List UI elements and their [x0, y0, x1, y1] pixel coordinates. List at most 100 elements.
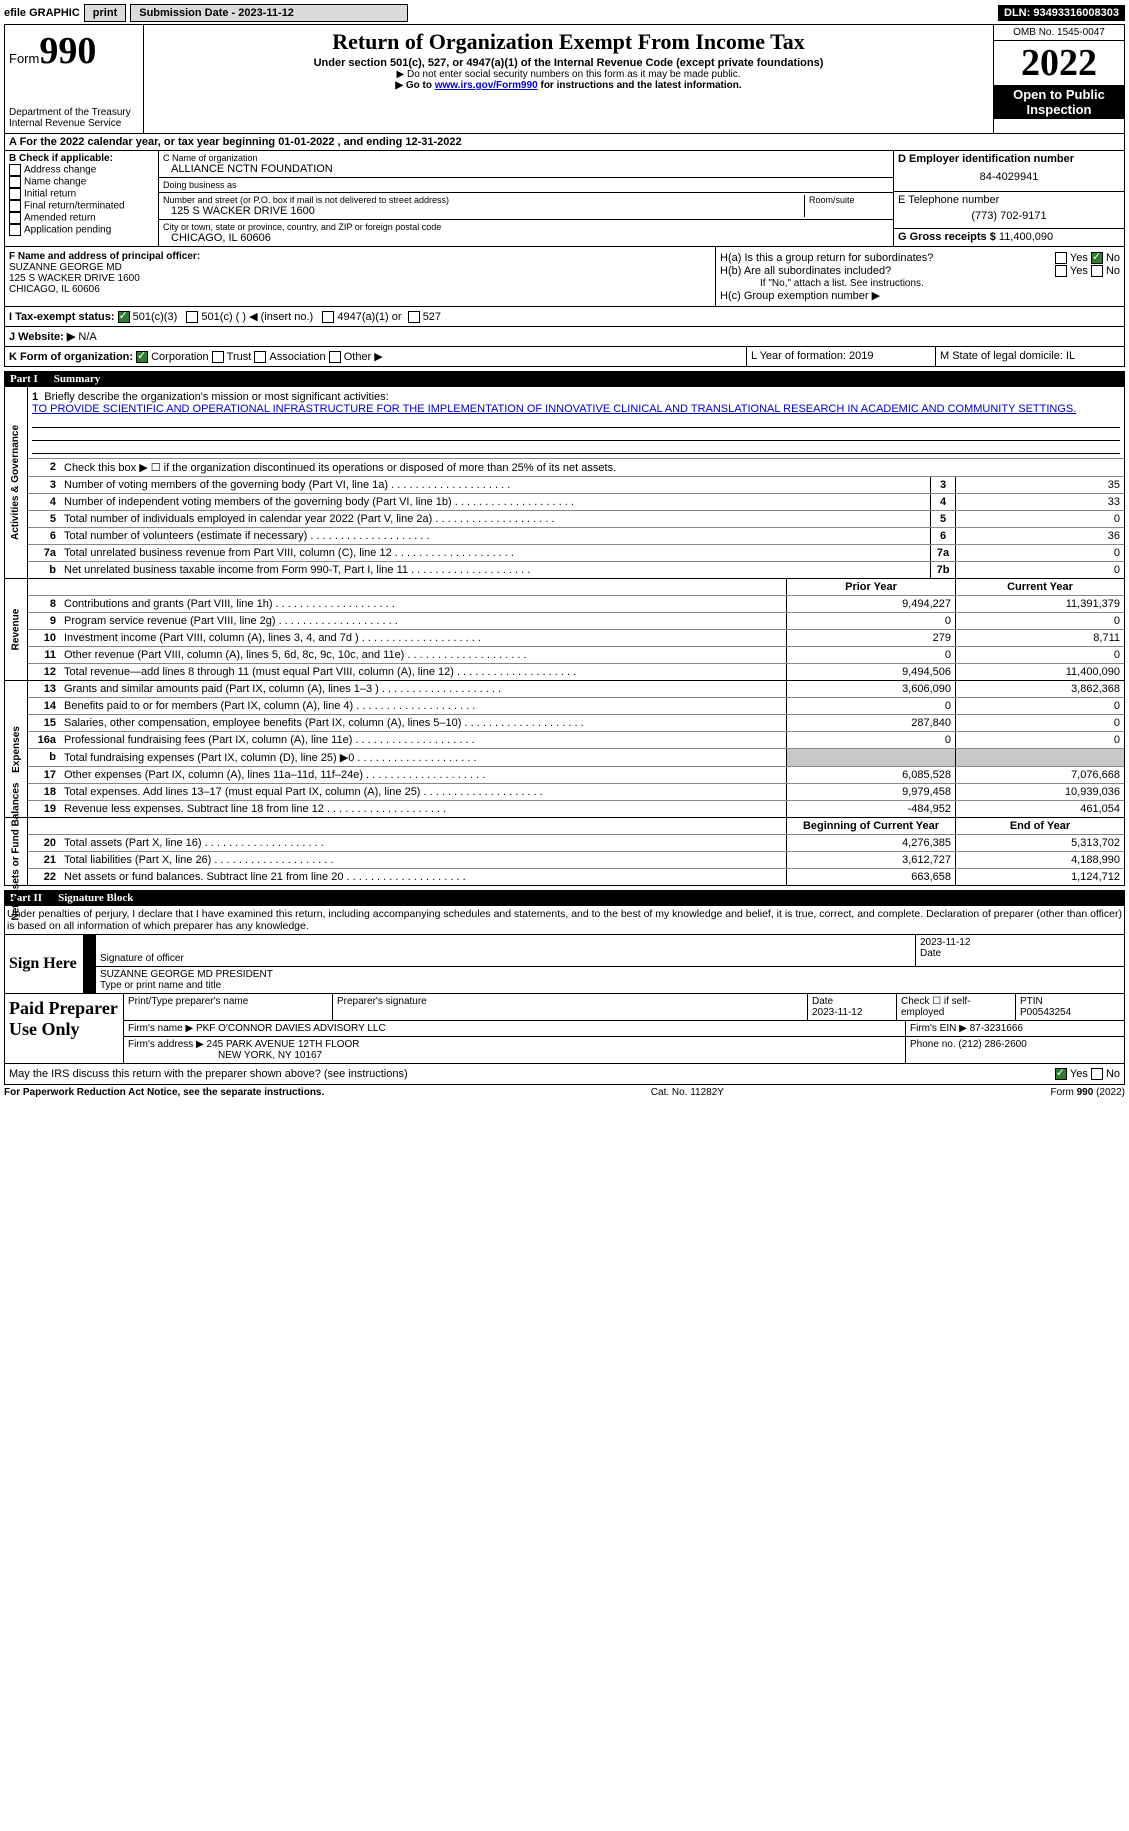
open-public-1: Open to Public	[1013, 87, 1105, 102]
officer-name: SUZANNE GEORGE MD	[9, 262, 122, 273]
cb-ha-no[interactable]	[1091, 252, 1103, 264]
efile-label: efile GRAPHIC	[4, 7, 80, 19]
tax-status-label: I Tax-exempt status:	[9, 311, 115, 323]
ptin-label: PTIN	[1020, 996, 1043, 1007]
col-b-label: B Check if applicable:	[9, 153, 113, 164]
hb-note: If "No," attach a list. See instructions…	[720, 278, 1120, 289]
irs-label: Internal Revenue Service	[9, 118, 139, 129]
gross-value: 11,400,090	[999, 231, 1053, 243]
cb-501c3[interactable]	[118, 311, 130, 323]
print-button[interactable]: print	[84, 4, 126, 22]
cb-corp[interactable]	[136, 351, 148, 363]
col-current-year: Current Year	[955, 579, 1124, 595]
arrow-icon	[84, 935, 96, 966]
cb-4947[interactable]	[322, 311, 334, 323]
form-number: 990	[39, 30, 96, 72]
sig-officer-label: Signature of officer	[100, 953, 184, 964]
org-name: ALLIANCE NCTN FOUNDATION	[163, 163, 889, 175]
sign-here-label: Sign Here	[5, 935, 84, 993]
cb-app-pending[interactable]	[9, 224, 21, 236]
mission-text[interactable]: TO PROVIDE SCIENTIFIC AND OPERATIONAL IN…	[32, 403, 1120, 415]
prep-name-label: Print/Type preparer's name	[124, 994, 333, 1020]
col-prior-year: Prior Year	[786, 579, 955, 595]
city-value: CHICAGO, IL 60606	[163, 232, 889, 244]
firm-name: PKF O'CONNOR DAVIES ADVISORY LLC	[196, 1023, 386, 1034]
state-domicile: M State of legal domicile: IL	[935, 347, 1124, 366]
omb-number: OMB No. 1545-0047	[994, 25, 1124, 41]
sig-name: SUZANNE GEORGE MD PRESIDENT	[100, 969, 1120, 980]
cb-assoc[interactable]	[254, 351, 266, 363]
col-eoy: End of Year	[955, 818, 1124, 834]
paid-preparer-label: Paid Preparer Use Only	[5, 994, 124, 1063]
col-boy: Beginning of Current Year	[786, 818, 955, 834]
part1-title: Summary	[54, 373, 100, 385]
officer-city: CHICAGO, IL 60606	[9, 284, 100, 295]
vlabel-governance: Activities & Governance	[5, 387, 28, 578]
prep-sig-label: Preparer's signature	[333, 994, 808, 1020]
cb-ha-yes[interactable]	[1055, 252, 1067, 264]
cb-discuss-no[interactable]	[1091, 1068, 1103, 1080]
form-id-block: Form990 Department of the Treasury Inter…	[5, 25, 144, 133]
firm-addr: 245 PARK AVENUE 12TH FLOOR	[207, 1039, 360, 1050]
sig-date: 2023-11-12	[920, 937, 1120, 948]
form-word: Form	[9, 51, 39, 66]
arrow-icon	[84, 967, 96, 993]
sig-date-label: Date	[920, 948, 941, 959]
website-label: J Website: ▶	[9, 331, 75, 343]
year-formation: L Year of formation: 2019	[746, 347, 935, 366]
cat-no: Cat. No. 11282Y	[651, 1087, 724, 1098]
ein-label: D Employer identification number	[898, 153, 1074, 165]
city-label: City or town, state or province, country…	[163, 222, 889, 232]
irs-link[interactable]: www.irs.gov/Form990	[435, 80, 538, 91]
part1-label: Part I	[10, 373, 38, 385]
goto-line: ▶ Go to www.irs.gov/Form990 for instruct…	[152, 80, 985, 91]
firm-addr-label: Firm's address ▶	[128, 1039, 204, 1050]
form-footer: Form 990 (2022)	[1051, 1087, 1125, 1098]
form-subtitle: Under section 501(c), 527, or 4947(a)(1)…	[152, 57, 985, 69]
part2-title: Signature Block	[58, 892, 133, 904]
tax-year: 2022	[994, 41, 1124, 85]
org-name-label: C Name of organization	[163, 153, 889, 163]
row-a-period: A For the 2022 calendar year, or tax yea…	[4, 134, 1125, 151]
q2-text: Check this box ▶ ☐ if the organization d…	[60, 459, 1124, 476]
street-value: 125 S WACKER DRIVE 1600	[163, 205, 804, 217]
cb-final-return[interactable]	[9, 200, 21, 212]
ssn-warning: ▶ Do not enter social security numbers o…	[152, 69, 985, 80]
discuss-question: May the IRS discuss this return with the…	[9, 1068, 408, 1080]
cb-trust[interactable]	[212, 351, 224, 363]
officer-street: 125 S WACKER DRIVE 1600	[9, 273, 140, 284]
prep-date-label: Date	[812, 996, 833, 1007]
officer-label: F Name and address of principal officer:	[9, 251, 200, 262]
cb-501c[interactable]	[186, 311, 198, 323]
sig-name-label: Type or print name and title	[100, 980, 221, 991]
vlabel-netassets: Net Assets or Fund Balances	[5, 818, 28, 885]
cb-other[interactable]	[329, 351, 341, 363]
firm-addr2: NEW YORK, NY 10167	[128, 1050, 322, 1061]
firm-name-label: Firm's name ▶	[128, 1023, 193, 1034]
submission-date: Submission Date - 2023-11-12	[130, 4, 408, 22]
street-label: Number and street (or P.O. box if mail i…	[163, 195, 804, 205]
gross-label: G Gross receipts $	[898, 231, 996, 243]
prep-date: 2023-11-12	[812, 1007, 862, 1018]
cb-527[interactable]	[408, 311, 420, 323]
ein-value: 84-4029941	[898, 165, 1120, 189]
firm-phone: Phone no. (212) 286-2600	[906, 1037, 1124, 1063]
room-label: Room/suite	[809, 195, 889, 205]
cb-address-change[interactable]	[9, 164, 21, 176]
dln: DLN: 93493316008303	[998, 5, 1125, 21]
dba-label: Doing business as	[163, 180, 889, 190]
cb-hb-no[interactable]	[1091, 265, 1103, 277]
declaration-text: Under penalties of perjury, I declare th…	[4, 906, 1125, 934]
cb-discuss-yes[interactable]	[1055, 1068, 1067, 1080]
cb-amended[interactable]	[9, 212, 21, 224]
prep-selfemp: Check ☐ if self-employed	[897, 994, 1016, 1020]
cb-initial-return[interactable]	[9, 188, 21, 200]
cb-hb-yes[interactable]	[1055, 265, 1067, 277]
ptin-value: P00543254	[1020, 1007, 1071, 1018]
hc-label: H(c) Group exemption number ▶	[720, 289, 1120, 302]
open-public-2: Inspection	[1026, 102, 1091, 117]
tel-value: (773) 702-9171	[898, 206, 1120, 226]
ha-label: H(a) Is this a group return for subordin…	[720, 252, 933, 264]
mission-label: Briefly describe the organization's miss…	[44, 391, 388, 403]
cb-name-change[interactable]	[9, 176, 21, 188]
